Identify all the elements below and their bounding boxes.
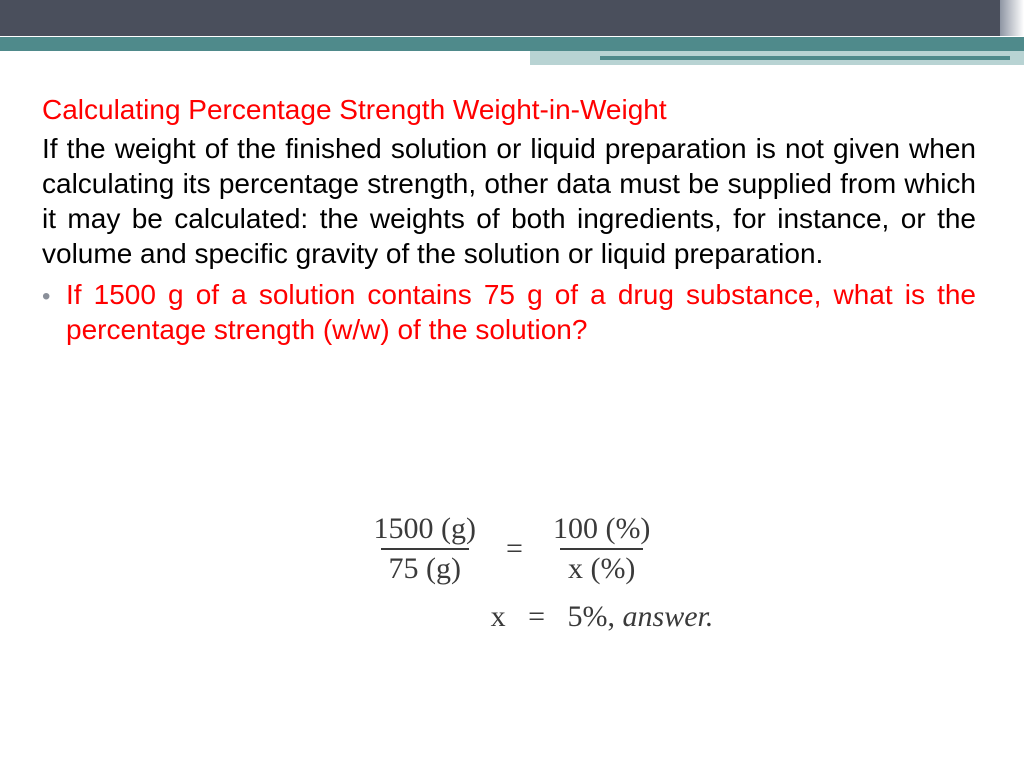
slide-heading: Calculating Percentage Strength Weight-i… [42, 92, 976, 127]
decor-right-gradient [1000, 0, 1024, 36]
answer-word: answer. [623, 600, 714, 633]
decor-dark-band [0, 0, 1000, 36]
answer-value: 5%, [568, 600, 623, 633]
body-paragraph: If the weight of the finished solution o… [42, 131, 976, 271]
formula-block: 1500 (g) 75 (g) = 100 (%) x (%) x = 5%, … [0, 512, 1024, 634]
equals-sign: = [506, 532, 523, 566]
slide: Calculating Percentage Strength Weight-i… [0, 0, 1024, 768]
answer-x: x [491, 600, 506, 633]
bullet-text: If 1500 g of a solution contains 75 g of… [66, 277, 976, 347]
bullet-item: • If 1500 g of a solution contains 75 g … [42, 277, 976, 347]
right-denominator: x (%) [560, 548, 643, 586]
proportion: 1500 (g) 75 (g) = 100 (%) x (%) [366, 512, 659, 586]
answer-equals: = [528, 600, 545, 633]
content-region: Calculating Percentage Strength Weight-i… [42, 92, 976, 347]
right-numerator: 100 (%) [545, 512, 658, 548]
bullet-mark: • [42, 277, 66, 347]
decor-teal-band [0, 37, 1024, 51]
right-fraction: 100 (%) x (%) [545, 512, 658, 586]
decor-teal-thin [600, 56, 1010, 60]
left-fraction: 1500 (g) 75 (g) [366, 512, 484, 586]
left-numerator: 1500 (g) [366, 512, 484, 548]
answer-line: x = 5%, answer. [0, 600, 1024, 634]
left-denominator: 75 (g) [381, 548, 469, 586]
